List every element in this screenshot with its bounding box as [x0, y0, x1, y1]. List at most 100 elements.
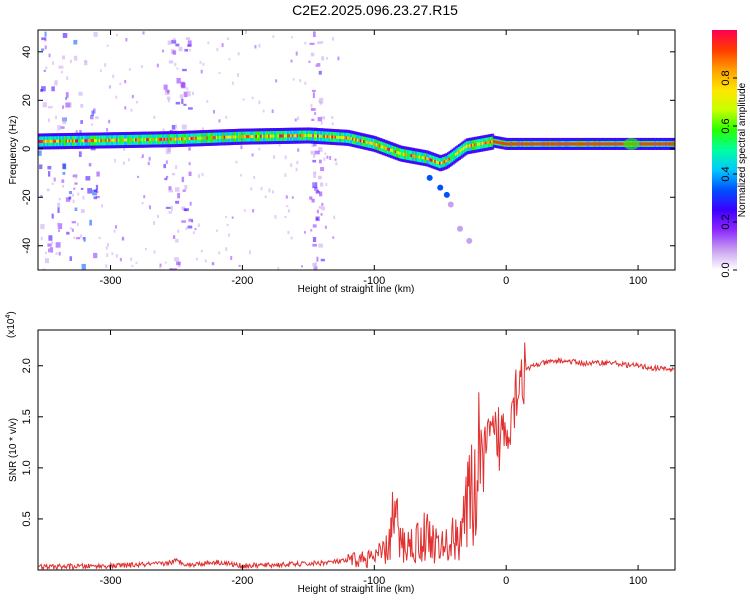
spectrogram-x-tick-label: -200: [231, 275, 253, 287]
spectrogram-band-core: [260, 134, 264, 138]
spectrogram-speckle: [57, 125, 61, 131]
spectrogram-band-core: [280, 134, 284, 138]
spectrogram-speckle: [284, 215, 287, 218]
spectrogram-band-core: [470, 143, 474, 147]
spectrogram-band-core: [315, 134, 319, 138]
spectrogram-band-core: [95, 139, 99, 143]
colorbar: 0.0 0.2 0.4 0.6 0.8 Normalized spectral ampl…: [712, 30, 748, 278]
spectrogram-speckle: [38, 150, 42, 156]
spectrogram-speckle: [331, 115, 334, 120]
spectrogram-x-tick-label: -300: [100, 275, 122, 287]
spectrogram-speckle: [312, 182, 315, 186]
spectrogram-band-core: [503, 142, 507, 146]
spectrogram-band-core: [269, 134, 273, 138]
spectrogram-band-core: [272, 134, 276, 138]
spectrogram-speckle: [47, 171, 51, 177]
spectrogram-speckle: [105, 246, 108, 250]
spectrogram-speckle: [93, 252, 98, 259]
spectrogram-speckle: [72, 199, 75, 203]
spectrogram-band-core: [445, 159, 449, 163]
spectrogram-speckle: [218, 72, 221, 75]
spectrogram-band-core: [408, 153, 412, 157]
spectrogram-speckle: [310, 103, 313, 108]
spectrogram-band-core: [337, 135, 341, 139]
spectrogram-band-core: [185, 137, 189, 141]
spectrogram-band-core: [166, 137, 170, 141]
spectrogram-band-core: [86, 139, 90, 143]
spectrogram-speckle: [76, 237, 81, 240]
spectrogram-band-core: [222, 135, 226, 139]
spectrogram-speckle: [57, 223, 63, 230]
spectrogram-speckle: [226, 223, 229, 227]
spectrogram-speckle: [200, 69, 203, 74]
spectrogram-band-core: [70, 139, 74, 143]
spectrogram-band-core: [204, 136, 208, 140]
spectrogram-band-core: [207, 136, 211, 140]
spectrogram-band-core: [108, 138, 112, 142]
spectrogram-band-core: [214, 136, 218, 140]
colorbar-tick-label: 0.8: [720, 70, 732, 85]
spectrogram-band-core: [481, 141, 485, 145]
spectrogram-speckle: [179, 94, 183, 99]
spectrogram-speckle: [228, 58, 231, 61]
spectrogram-speckle: [290, 163, 293, 168]
spectrogram-band-core: [443, 160, 447, 164]
spectrogram-speckle: [51, 213, 54, 219]
spectrogram-speckle: [124, 106, 127, 110]
spectrogram-band-core: [416, 155, 420, 159]
spectrogram-band-core: [182, 137, 186, 141]
spectrogram-band-core: [641, 142, 645, 146]
spectrogram-speckle: [48, 235, 53, 241]
spectrogram-speckle: [130, 257, 133, 261]
spectrogram-speckle: [312, 171, 317, 174]
spectrogram-speckle: [312, 237, 317, 243]
spectrogram-speckle: [197, 174, 200, 178]
spectrogram-speckle: [312, 263, 316, 267]
spectrogram-speckle: [75, 130, 78, 134]
spectrogram-speckle: [187, 40, 192, 47]
spectrogram-speckle: [90, 123, 93, 126]
spectrogram-band-core: [552, 142, 556, 146]
spectrogram-speckle: [262, 109, 265, 113]
spectrogram-speckle: [148, 205, 151, 210]
spectrogram-speckle: [105, 264, 108, 268]
spectrogram-band-core: [41, 139, 45, 143]
spectrogram-speckle: [106, 253, 109, 258]
spectrogram-speckle: [66, 76, 69, 81]
spectrogram-speckle: [194, 228, 197, 231]
spectrogram-speckle: [191, 91, 194, 96]
spectrogram-band-core: [619, 142, 623, 146]
spectrogram-speckle: [230, 256, 233, 260]
spectrogram-speckle: [174, 62, 177, 67]
chart-title: C2E2.2025.096.23.27.R15: [292, 2, 458, 18]
spectrogram-band-core: [367, 141, 371, 145]
spectrogram-speckle: [310, 108, 316, 111]
spectrogram-band-core: [461, 148, 465, 152]
colorbar-gradient: [712, 30, 737, 270]
spectrogram-speckle: [163, 84, 168, 90]
snr-axes: -300 -200 -100 0 100 0.5 1.0 1.5 2.0: [21, 330, 675, 587]
spectrogram-speckle: [169, 268, 173, 270]
spectrogram-band-core: [469, 144, 473, 148]
spectrogram-band-core: [187, 137, 191, 141]
spectrogram-speckle: [65, 97, 68, 100]
spectrogram-speckle: [161, 49, 164, 53]
spectrogram-band-core: [89, 139, 93, 143]
spectrogram-band-core: [665, 142, 669, 146]
spectrogram-speckle: [317, 175, 322, 180]
spectrogram-speckle: [324, 152, 327, 155]
spectrogram-speckle: [308, 60, 311, 63]
spectrogram-speckle: [176, 67, 179, 70]
spectrogram-band-core: [237, 135, 241, 139]
spectrogram-band-core: [177, 137, 181, 141]
spectrogram-speckle: [188, 107, 193, 110]
spectrogram-speckle: [125, 38, 128, 42]
spectrogram-band-core: [584, 142, 588, 146]
spectrogram-speckle: [187, 225, 193, 229]
spectrogram-band-core: [255, 134, 259, 138]
snr-x-tick-label: -300: [100, 575, 122, 587]
spectrogram-speckle: [124, 79, 127, 84]
spectrogram-band-core: [68, 139, 72, 143]
spectrogram-speckle: [163, 164, 167, 169]
